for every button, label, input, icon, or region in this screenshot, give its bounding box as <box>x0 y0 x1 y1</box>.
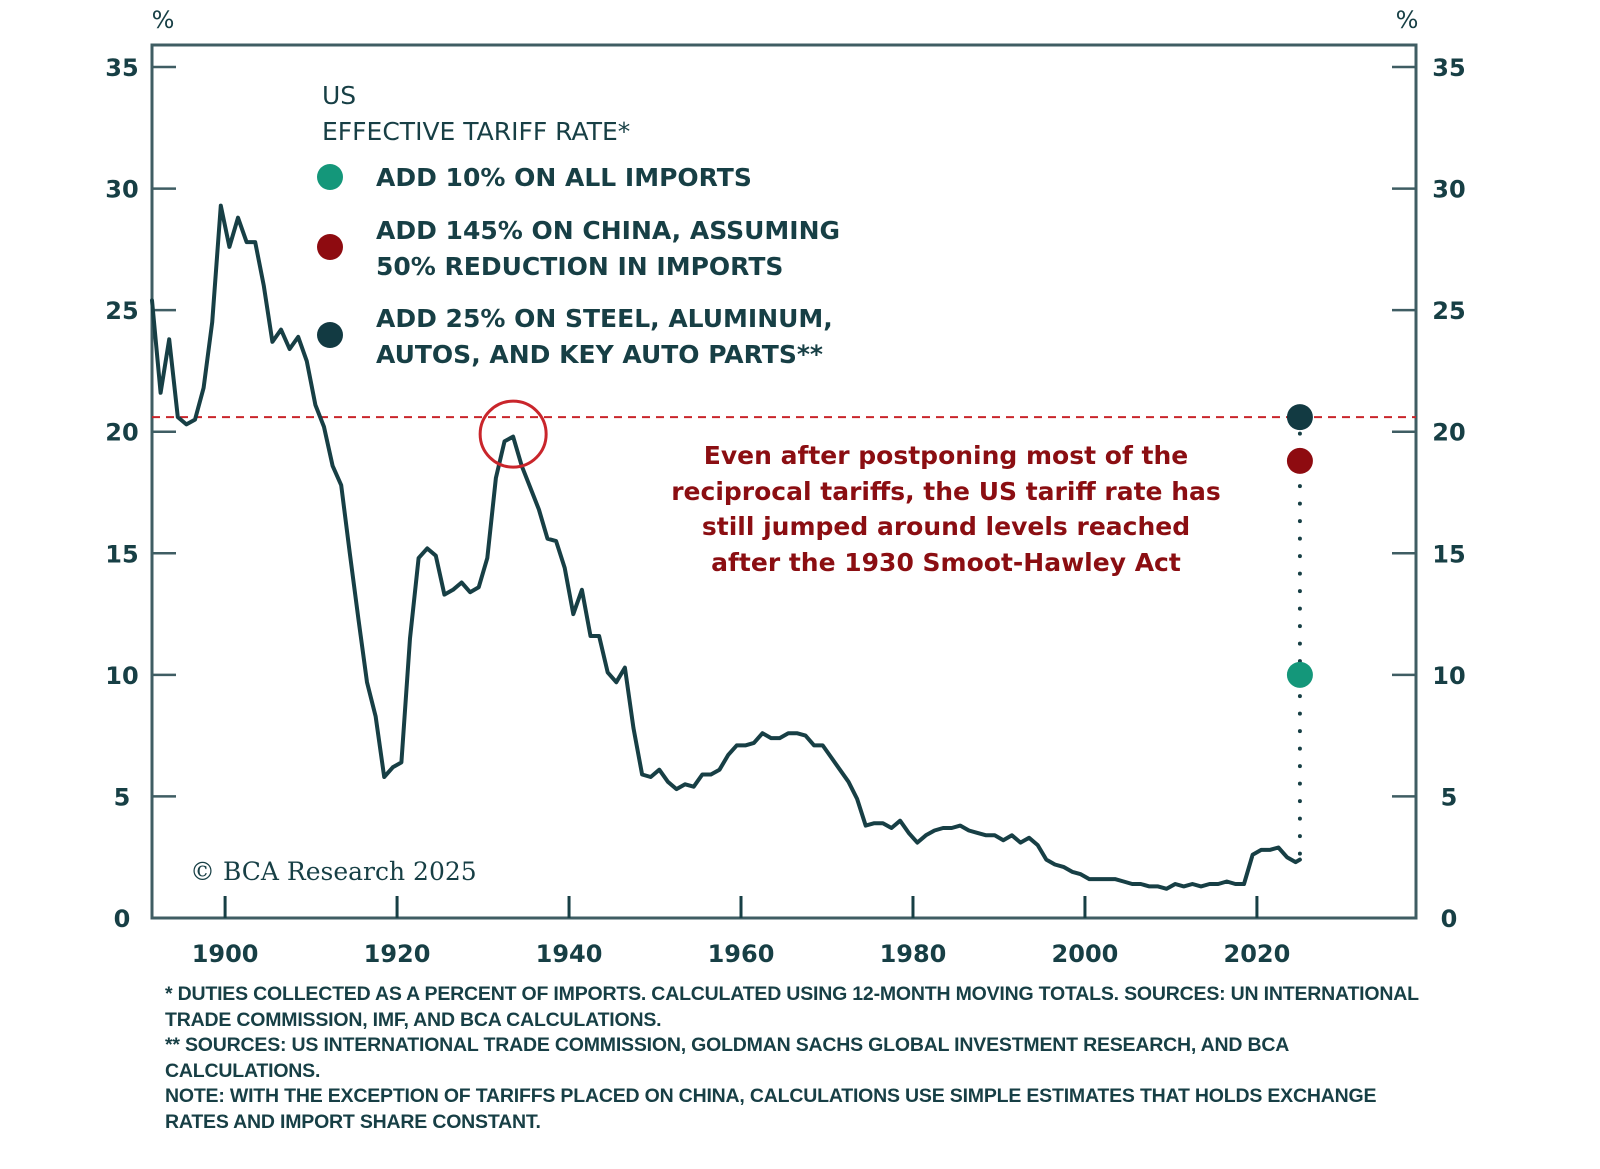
legend-marker-25pct-steel-autos <box>317 322 343 348</box>
annotation-smoot-hawley: Even after postponing most of the recipr… <box>671 441 1221 577</box>
x-tick-label: 1960 <box>708 940 775 968</box>
footnotes: * DUTIES COLLECTED AS A PERCENT OF IMPOR… <box>165 982 1425 1135</box>
legend: US EFFECTIVE TARIFF RATE* ADD 10% ON ALL… <box>317 81 840 369</box>
annotation-line-3: still jumped around levels reached <box>702 512 1190 541</box>
legend-label-145pct-china-line-2: 50% REDUCTION IN IMPORTS <box>376 252 783 281</box>
y-axis-right: 0 5 10 15 20 25 30 35 <box>1392 54 1466 933</box>
annotation-line-1: Even after postponing most of the <box>704 441 1188 470</box>
legend-title-line-1: US <box>322 81 356 110</box>
footnote-sources: ** SOURCES: US INTERNATIONAL TRADE COMMI… <box>165 1034 1289 1082</box>
x-tick-label: 1900 <box>192 940 259 968</box>
annotation-line-2: reciprocal tariffs, the US tariff rate h… <box>671 477 1221 506</box>
y-axis-unit-right: % <box>1396 6 1419 34</box>
y-tick-label-right: 5 <box>1441 783 1458 811</box>
legend-label-25pct-steel-autos-line-1: ADD 25% ON STEEL, ALUMINUM, <box>376 304 833 333</box>
x-tick-label: 1940 <box>536 940 603 968</box>
annotation-line-4: after the 1930 Smoot-Hawley Act <box>711 548 1181 577</box>
x-tick-label: 2000 <box>1052 940 1119 968</box>
footnote-duties: * DUTIES COLLECTED AS A PERCENT OF IMPOR… <box>165 983 1419 1031</box>
scenario-point-10pct-all-imports <box>1286 661 1313 688</box>
scenario-point-25pct-steel-autos <box>1286 404 1313 431</box>
legend-label-25pct-steel-autos-line-2: AUTOS, AND KEY AUTO PARTS** <box>376 340 823 369</box>
y-tick-label-left: 5 <box>114 783 131 811</box>
y-tick-label-right: 25 <box>1432 297 1465 325</box>
scenario-points <box>1286 404 1313 688</box>
legend-title-line-2: EFFECTIVE TARIFF RATE* <box>322 117 630 146</box>
y-tick-label-left: 10 <box>105 662 138 690</box>
copyright-bca-research: © BCA Research 2025 <box>190 857 477 886</box>
legend-marker-145pct-china <box>317 234 343 260</box>
x-axis: 1900 1920 1940 1960 1980 2000 2020 <box>192 896 1291 968</box>
y-tick-label-right: 30 <box>1432 176 1465 204</box>
legend-label-145pct-china-line-1: ADD 145% ON CHINA, ASSUMING <box>376 216 840 245</box>
y-tick-label-left: 15 <box>105 540 138 568</box>
y-tick-label-right: 15 <box>1432 540 1465 568</box>
plot-frame <box>150 43 1418 920</box>
legend-label-10pct-all-imports: ADD 10% ON ALL IMPORTS <box>376 163 752 192</box>
scenario-point-145pct-china <box>1286 447 1313 474</box>
y-axis-unit-left: % <box>152 6 175 34</box>
y-tick-label-right: 20 <box>1432 419 1465 447</box>
series-line-us-effective-tariff-rate <box>150 203 1302 891</box>
y-axis-left: 0 5 10 15 20 25 30 35 <box>105 54 176 933</box>
y-tick-label-right: 10 <box>1432 662 1465 690</box>
y-tick-label-left: 35 <box>105 54 138 82</box>
footnote-note: NOTE: WITH THE EXCEPTION OF TARIFFS PLAC… <box>165 1085 1377 1133</box>
y-tick-label-left: 30 <box>105 176 138 204</box>
y-tick-label-left: 0 <box>114 905 131 933</box>
x-tick-label: 1920 <box>364 940 431 968</box>
y-tick-label-right: 35 <box>1432 54 1465 82</box>
y-tick-label-left: 25 <box>105 297 138 325</box>
highlight-circle-1930s-peak <box>478 399 548 469</box>
y-tick-label-right: 0 <box>1441 905 1458 933</box>
x-tick-label: 1980 <box>880 940 947 968</box>
legend-marker-10pct-all-imports <box>317 164 343 190</box>
x-tick-label: 2020 <box>1224 940 1291 968</box>
y-tick-label-left: 20 <box>105 419 138 447</box>
